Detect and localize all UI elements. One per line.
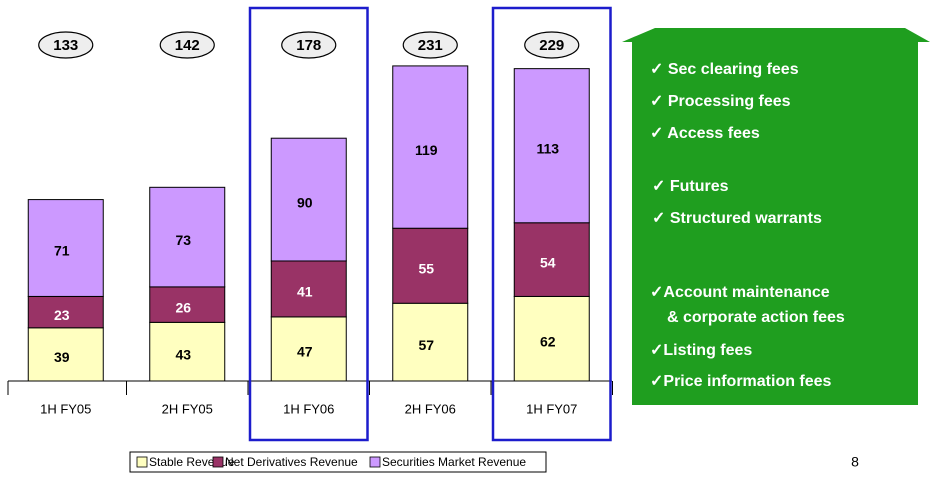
total-label: 133 <box>53 37 78 54</box>
segment-label: 119 <box>415 142 438 158</box>
bar-segment <box>149 286 226 323</box>
x-tick-label: 2H FY06 <box>405 401 456 416</box>
sidebar-item: ✓ Processing fees <box>650 93 791 110</box>
x-tick-label: 2H FY05 <box>162 401 213 416</box>
x-tick-label: 1H FY05 <box>40 401 91 416</box>
bar-segment <box>513 68 590 224</box>
x-tick-label: 1H FY06 <box>283 401 334 416</box>
segment-label: 57 <box>418 337 434 353</box>
segment-label: 73 <box>175 232 191 248</box>
bar-segment <box>392 227 469 304</box>
bar-segment <box>392 65 469 229</box>
segment-label: 26 <box>175 299 191 315</box>
bar-segment <box>149 186 226 288</box>
bar-segment <box>270 316 347 382</box>
legend-label: Securities Market Revenue <box>382 455 526 469</box>
segment-label: 41 <box>297 284 313 300</box>
total-oval <box>524 31 580 59</box>
segment-label: 39 <box>54 349 70 365</box>
legend-label: Net Derivatives Revenue <box>225 455 358 469</box>
sidebar-item: ✓ Structured warrants <box>652 210 822 227</box>
bar-segment <box>149 321 226 382</box>
bar-segment <box>392 302 469 382</box>
green-arrow-box <box>622 28 930 405</box>
total-label: 229 <box>539 37 564 54</box>
sidebar-item: ✓ Futures <box>652 178 729 195</box>
total-oval <box>159 31 215 59</box>
sidebar-item: ✓ Access fees <box>650 125 760 142</box>
segment-label: 62 <box>540 333 556 349</box>
segment-label: 90 <box>297 194 313 210</box>
total-label: 142 <box>175 37 200 54</box>
highlight-box <box>248 6 369 442</box>
total-oval <box>281 31 337 59</box>
total-oval <box>38 31 94 59</box>
legend-swatch <box>212 456 224 468</box>
total-oval <box>402 31 458 59</box>
total-label: 178 <box>296 37 321 54</box>
sidebar-item: ✓Price information fees <box>650 373 832 390</box>
bar-segment <box>27 295 104 329</box>
legend-swatch <box>136 456 148 468</box>
x-tick-label: 1H FY07 <box>526 401 577 416</box>
legend-box <box>129 451 547 473</box>
segment-label: 43 <box>175 346 191 362</box>
sidebar-item: ✓Account maintenance <box>650 284 830 301</box>
segment-label: 113 <box>536 140 559 156</box>
bar-segment <box>513 222 590 297</box>
bar-segment <box>513 295 590 382</box>
segment-label: 47 <box>297 344 313 360</box>
total-label: 231 <box>418 37 443 54</box>
sidebar-item: ✓ Sec clearing fees <box>650 61 799 78</box>
legend-swatch <box>369 456 381 468</box>
segment-label: 54 <box>540 254 556 270</box>
bar-segment <box>270 137 347 262</box>
sidebar-item: ✓Listing fees <box>650 342 752 359</box>
sidebar-item: & corporate action fees <box>667 309 845 326</box>
segment-label: 71 <box>54 243 70 259</box>
segment-label: 23 <box>54 307 70 323</box>
page-number: 8 <box>851 454 859 470</box>
bar-segment <box>270 260 347 318</box>
bar-segment <box>27 199 104 297</box>
highlight-box <box>491 6 612 442</box>
segment-label: 55 <box>418 260 434 276</box>
